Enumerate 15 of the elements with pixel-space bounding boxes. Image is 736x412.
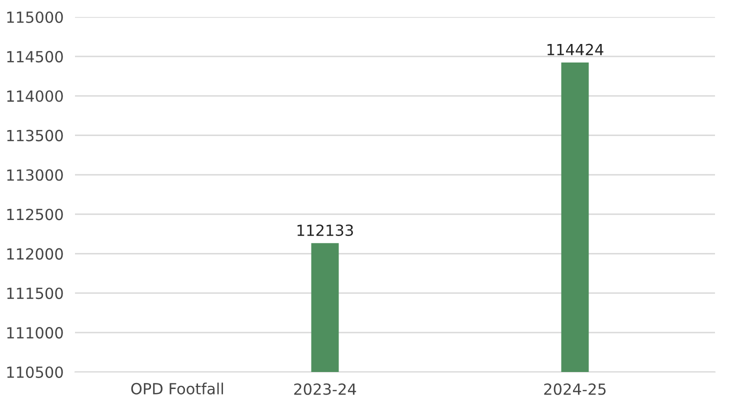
- y-tick-label: 113000: [7, 169, 63, 181]
- y-tick-label: 111500: [7, 288, 63, 300]
- data-label: 114424: [548, 44, 604, 56]
- y-tick-label: 112000: [7, 248, 63, 260]
- x-tick-label: 2023-24: [294, 383, 356, 395]
- x-axis-title: OPD Footfall: [131, 382, 223, 394]
- y-tick-label: 112500: [7, 208, 63, 220]
- y-tick-label: 114000: [7, 90, 63, 102]
- y-tick-label: 113500: [7, 130, 63, 142]
- y-tick-label: 111000: [7, 327, 63, 339]
- y-tick-label: 110500: [7, 366, 63, 378]
- y-tick-label: 114500: [7, 50, 63, 62]
- data-label: 112133: [298, 224, 353, 236]
- x-tick-label: 2024-25: [544, 383, 606, 395]
- y-tick-label: 115000: [7, 11, 63, 24]
